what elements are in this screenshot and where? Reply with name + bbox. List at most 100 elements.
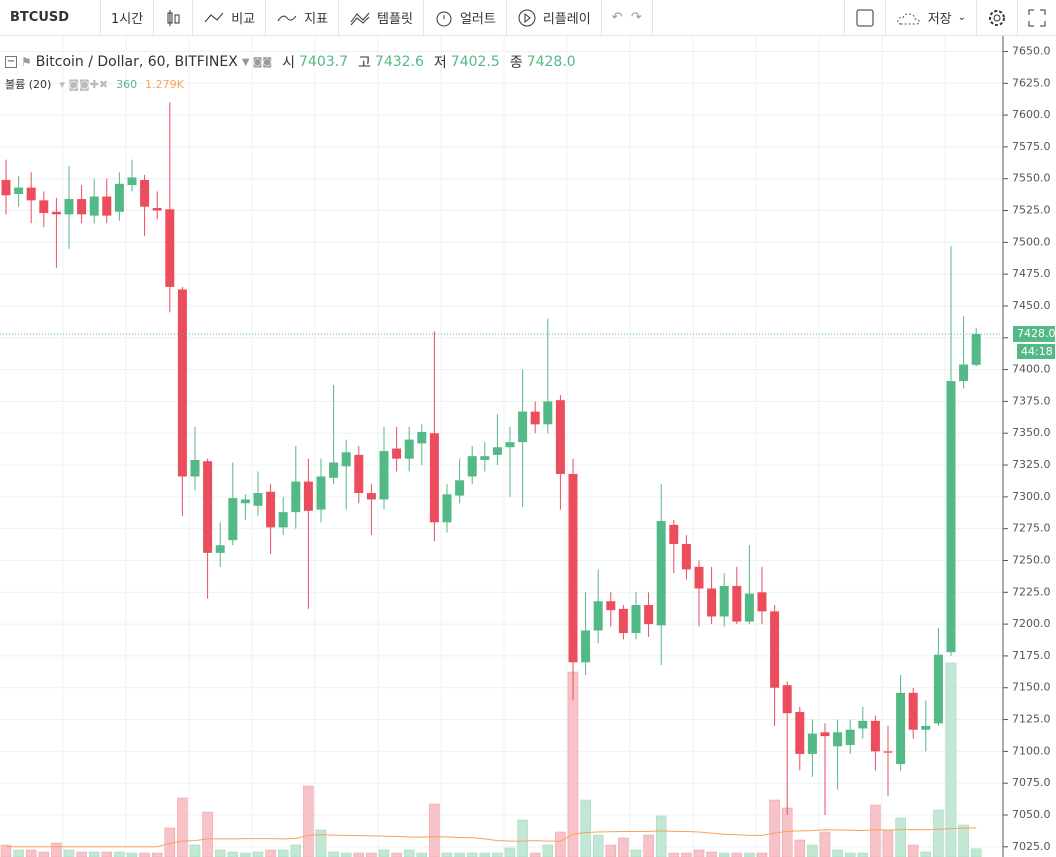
volume-bar xyxy=(769,799,780,857)
volume-bar xyxy=(391,852,402,857)
candle-body xyxy=(807,733,817,754)
menu-arrow[interactable]: ▼ ◙◙ xyxy=(241,56,273,68)
candle-body xyxy=(883,751,893,753)
candle-body xyxy=(530,411,540,425)
candle-body xyxy=(102,196,112,216)
indicators-text: 지표 xyxy=(304,12,329,27)
volume-bar xyxy=(114,851,125,857)
candle-body xyxy=(240,499,250,504)
candle-body xyxy=(404,439,414,459)
candle-body xyxy=(215,545,225,553)
candle-body xyxy=(165,209,175,287)
indicators[interactable]: 지표 xyxy=(266,0,340,36)
volume-bar xyxy=(240,852,251,857)
candle-body xyxy=(505,442,515,448)
gear-icon xyxy=(989,9,1005,26)
candle-body xyxy=(555,400,565,474)
y-tick-label: 7275.0 xyxy=(1012,522,1051,535)
legend: − ⚑ Bitcoin / Dollar, 60, BITFINEX ▼ ◙◙ … xyxy=(0,50,576,94)
volume-bar xyxy=(63,849,75,857)
volume-bar xyxy=(592,834,604,857)
candle-body xyxy=(26,187,36,201)
layout[interactable] xyxy=(843,0,886,36)
candle-body xyxy=(656,521,666,626)
y-tick-label: 7350.0 xyxy=(1012,426,1051,439)
y-tick-label: 7325.0 xyxy=(1012,458,1051,471)
alert[interactable]: 얼러트 xyxy=(424,0,507,36)
volume-bar xyxy=(630,849,642,857)
candle-body xyxy=(770,611,780,688)
y-tick-label: 7050.0 xyxy=(1012,808,1051,821)
y-tick-label: 7500.0 xyxy=(1012,235,1051,248)
candle-body xyxy=(455,480,465,496)
candle-body xyxy=(858,720,868,729)
candle-body xyxy=(795,711,805,754)
volume-bar xyxy=(945,662,957,857)
template-icon xyxy=(350,12,370,25)
candle-body xyxy=(14,187,24,194)
candle-body xyxy=(429,433,439,523)
candle-body xyxy=(1,179,11,196)
volume-bar xyxy=(378,849,390,857)
candle-body xyxy=(39,200,49,214)
collapse-button[interactable]: − xyxy=(5,56,17,68)
last-price-label: 7428.0 xyxy=(1017,327,1056,340)
volume-bar xyxy=(151,852,163,857)
candle-body xyxy=(228,498,238,541)
templates[interactable]: 템플릿 xyxy=(339,0,424,36)
undo-redo[interactable]: ↶ ↷ xyxy=(602,0,653,36)
volume-bar xyxy=(958,824,969,857)
volume-bar xyxy=(529,852,541,857)
interval[interactable]: 1시간 xyxy=(101,0,155,36)
candle-body xyxy=(392,448,402,459)
settings[interactable] xyxy=(977,0,1018,36)
symbol-text: BTCUSD xyxy=(10,10,70,25)
chart-style[interactable] xyxy=(154,0,194,36)
volume-bar xyxy=(643,834,654,857)
y-tick-label: 7250.0 xyxy=(1012,553,1051,566)
alert-icon xyxy=(436,11,452,26)
replay[interactable]: 리플레이 xyxy=(507,0,602,36)
volume-bar xyxy=(252,851,264,857)
y-tick-label: 7075.0 xyxy=(1012,776,1051,789)
volume-bar xyxy=(277,849,289,857)
volume-bar xyxy=(454,852,465,857)
volume-bar xyxy=(177,797,188,857)
volume-bar xyxy=(366,852,377,857)
candle-body xyxy=(833,732,843,747)
volume-icons[interactable]: ▾ ◙◙✚✖ xyxy=(59,77,109,91)
candle-body xyxy=(354,454,364,494)
volume-bar xyxy=(51,842,62,857)
candle-body xyxy=(51,211,61,215)
candle-body xyxy=(719,585,729,617)
candle-body xyxy=(140,179,150,207)
last-price-badge xyxy=(1013,325,1055,342)
close-label: 종 xyxy=(509,55,523,71)
volume-value: 360 xyxy=(116,77,138,91)
legend-row: − ⚑ Bitcoin / Dollar, 60, BITFINEX ▼ ◙◙ … xyxy=(0,50,576,74)
candle-body xyxy=(64,199,74,215)
volume-bar xyxy=(202,811,213,857)
candle-body xyxy=(845,729,855,746)
volume-bar xyxy=(718,852,730,857)
volume-bar xyxy=(492,852,503,857)
save[interactable]: 저장 ⌄ xyxy=(886,0,977,36)
volume-bar xyxy=(88,851,100,857)
candle-body xyxy=(681,543,691,570)
interval-text: 1시간 xyxy=(111,12,144,27)
candle-body xyxy=(707,588,717,617)
volume-name: 볼륨 (20) xyxy=(5,78,52,91)
fullscreen[interactable] xyxy=(1018,0,1056,36)
candle-body xyxy=(417,431,427,444)
volume-bar xyxy=(933,809,944,857)
volume-bar xyxy=(870,804,881,857)
y-tick-label: 7150.0 xyxy=(1012,681,1051,694)
volume-bar xyxy=(681,852,692,857)
symbol[interactable]: BTCUSD xyxy=(0,0,101,36)
candle-body xyxy=(870,720,880,752)
candle-body xyxy=(543,401,553,425)
volume-bar xyxy=(794,839,806,857)
volume-bar xyxy=(504,847,516,857)
compare[interactable]: 비교 xyxy=(193,0,267,36)
candle-body xyxy=(757,592,767,612)
